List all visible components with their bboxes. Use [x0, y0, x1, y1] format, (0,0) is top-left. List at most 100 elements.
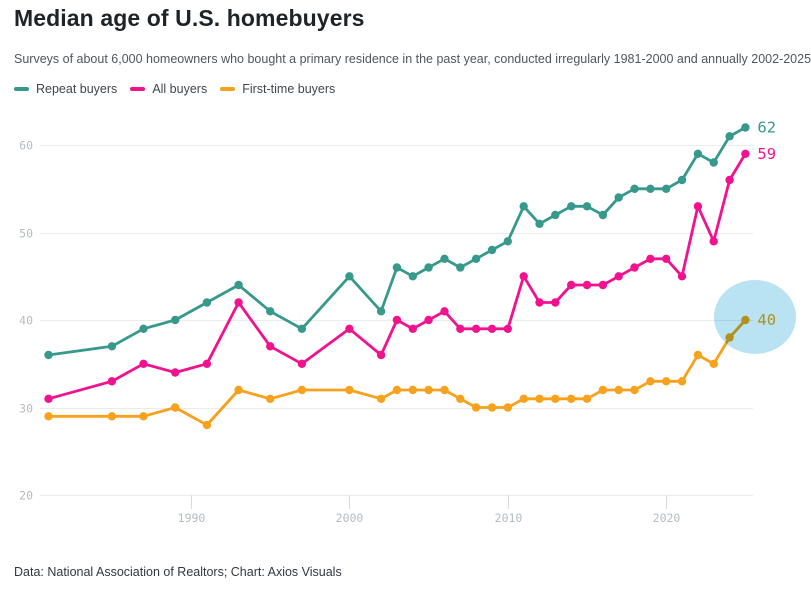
source-credit: Data: National Association of Realtors; … — [14, 565, 342, 579]
data-point-first-time-buyers — [376, 394, 386, 403]
data-point-first-time-buyers — [693, 350, 703, 360]
data-point-repeat-buyers — [582, 202, 592, 211]
y-axis-label: 30 — [19, 402, 33, 416]
data-point-all-buyers — [234, 298, 243, 307]
data-point-first-time-buyers — [503, 403, 512, 412]
data-point-first-time-buyers — [598, 385, 608, 395]
data-point-all-buyers — [471, 324, 481, 333]
data-point-repeat-buyers — [487, 245, 497, 255]
data-point-first-time-buyers — [424, 385, 433, 395]
data-point-all-buyers — [266, 342, 275, 351]
series-line-first-time-buyers — [47, 318, 747, 427]
series-line-all-buyers — [47, 152, 747, 401]
data-point-first-time-buyers — [487, 403, 497, 412]
data-point-repeat-buyers — [440, 254, 449, 263]
y-axis-label: 40 — [19, 314, 33, 328]
data-point-repeat-buyers — [171, 315, 180, 325]
data-point-repeat-buyers — [456, 263, 465, 272]
data-point-repeat-buyers — [551, 210, 560, 220]
data-point-repeat-buyers — [741, 123, 750, 132]
data-point-repeat-buyers — [709, 158, 718, 167]
legend-label-first-time-buyers: First-time buyers — [242, 82, 336, 96]
data-point-all-buyers — [503, 324, 512, 333]
data-point-repeat-buyers — [297, 324, 307, 333]
data-point-all-buyers — [297, 359, 307, 368]
data-point-all-buyers — [487, 324, 497, 333]
data-point-all-buyers — [171, 368, 180, 377]
data-point-first-time-buyers — [171, 403, 180, 412]
data-point-first-time-buyers — [567, 394, 576, 403]
data-point-repeat-buyers — [471, 254, 481, 263]
data-point-first-time-buyers — [234, 385, 243, 395]
data-point-first-time-buyers — [471, 403, 481, 412]
data-point-repeat-buyers — [408, 272, 417, 281]
data-point-all-buyers — [376, 350, 386, 360]
data-point-repeat-buyers — [535, 219, 544, 228]
y-axis-label: 20 — [19, 489, 33, 503]
data-point-all-buyers — [677, 272, 687, 281]
data-point-repeat-buyers — [139, 324, 148, 333]
data-point-repeat-buyers — [44, 350, 53, 360]
data-point-repeat-buyers — [646, 184, 655, 193]
x-axis: 1990 2000 2010 2020 — [178, 495, 680, 525]
data-point-first-time-buyers — [456, 394, 465, 403]
series-repeat-buyers: 62 — [44, 119, 776, 360]
x-axis-label: 1990 — [178, 511, 206, 525]
data-point-repeat-buyers — [107, 342, 117, 351]
data-point-all-buyers — [582, 280, 592, 290]
data-point-all-buyers — [392, 315, 402, 325]
data-point-all-buyers — [107, 377, 117, 386]
end-value-label-first-time-buyers: 40 — [757, 311, 776, 329]
data-point-repeat-buyers — [376, 307, 386, 316]
data-point-first-time-buyers — [677, 377, 687, 386]
legend-label-repeat-buyers: Repeat buyers — [36, 82, 118, 96]
legend-item-first-time-buyers: First-time buyers — [220, 82, 335, 96]
chart-title: Median age of U.S. homebuyers — [14, 5, 365, 31]
data-point-all-buyers — [725, 175, 734, 185]
data-point-first-time-buyers — [297, 385, 307, 395]
data-point-all-buyers — [139, 359, 148, 368]
data-point-first-time-buyers — [440, 385, 449, 395]
legend-item-repeat-buyers: Repeat buyers — [14, 82, 117, 96]
data-point-all-buyers — [630, 263, 639, 272]
legend-label-all-buyers: All buyers — [152, 82, 208, 96]
data-point-repeat-buyers — [725, 132, 734, 141]
data-point-first-time-buyers — [662, 377, 671, 386]
data-point-first-time-buyers — [345, 385, 354, 395]
data-point-first-time-buyers — [107, 412, 117, 421]
x-axis-label: 2010 — [495, 511, 523, 525]
data-point-all-buyers — [424, 315, 433, 325]
data-point-first-time-buyers — [202, 420, 212, 430]
data-point-all-buyers — [662, 254, 671, 263]
data-point-repeat-buyers — [598, 210, 608, 220]
data-point-first-time-buyers — [725, 333, 734, 342]
data-point-all-buyers — [551, 298, 560, 307]
data-point-first-time-buyers — [709, 359, 718, 368]
data-point-repeat-buyers — [266, 307, 275, 316]
data-point-first-time-buyers — [614, 385, 623, 395]
data-point-repeat-buyers — [234, 280, 243, 290]
data-point-repeat-buyers — [202, 298, 212, 307]
data-point-all-buyers — [646, 254, 655, 263]
legend-swatch-repeat-buyers — [14, 87, 29, 91]
data-point-repeat-buyers — [503, 237, 512, 246]
end-value-label-all-buyers: 59 — [757, 145, 776, 163]
data-point-first-time-buyers — [139, 412, 148, 421]
data-point-all-buyers — [345, 324, 354, 333]
data-point-all-buyers — [440, 307, 449, 316]
data-point-repeat-buyers — [392, 263, 402, 272]
data-point-repeat-buyers — [662, 184, 671, 193]
data-point-all-buyers — [567, 280, 576, 290]
data-point-repeat-buyers — [345, 272, 354, 281]
legend-item-all-buyers: All buyers — [130, 82, 207, 96]
legend-swatch-all-buyers — [130, 87, 146, 91]
legend-swatch-first-time-buyers — [220, 87, 236, 91]
data-point-repeat-buyers — [677, 175, 687, 185]
data-point-repeat-buyers — [424, 263, 433, 272]
data-point-first-time-buyers — [392, 385, 402, 395]
data-point-all-buyers — [741, 149, 750, 158]
legend: Repeat buyers All buyers First-time buye… — [14, 82, 335, 96]
data-point-all-buyers — [614, 272, 623, 281]
data-point-first-time-buyers — [44, 412, 53, 421]
